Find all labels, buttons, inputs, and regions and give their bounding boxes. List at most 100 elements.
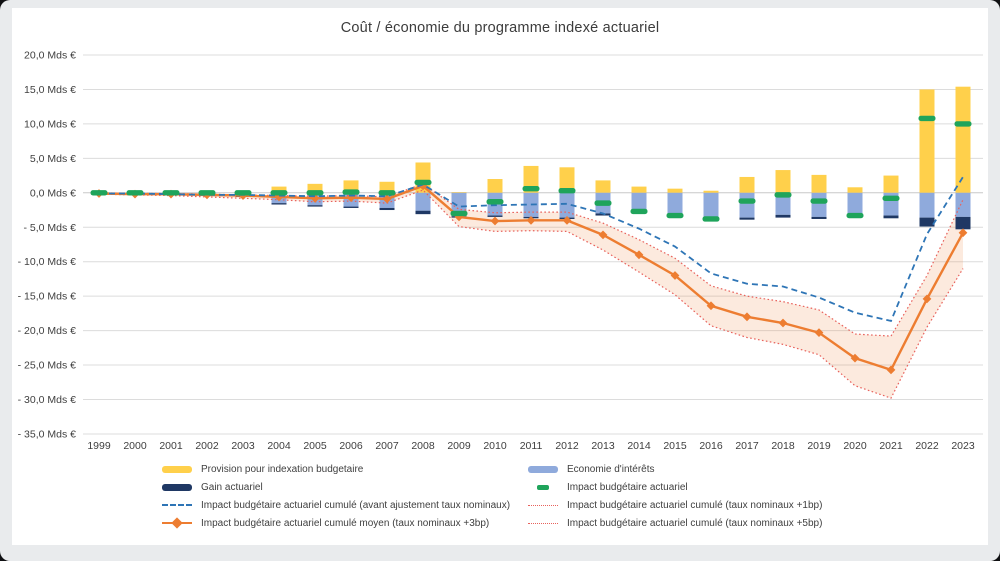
diamond-marker (598, 230, 608, 240)
legend-label: Gain actuariel (201, 481, 263, 493)
legend-swatch-bar-icon (162, 465, 192, 473)
bar-gain (595, 213, 611, 216)
bar-economie (703, 192, 719, 217)
bar-gain (775, 214, 791, 218)
impact-dash (450, 210, 468, 217)
diamond-marker (742, 312, 752, 322)
diamond-marker (562, 215, 572, 225)
bar-economie (739, 192, 755, 218)
impact-dash (234, 190, 252, 196)
x-tick-label: 2003 (231, 440, 255, 452)
bar-gain (739, 217, 755, 220)
impact-dash (378, 190, 396, 196)
impact-dash (90, 190, 108, 196)
legend-item: Impact budgétaire actuariel cumulé (taux… (528, 496, 948, 514)
diamond-marker (778, 318, 788, 328)
impact-dash (630, 208, 648, 215)
legend-item: Impact budgétaire actuariel cumulé moyen… (162, 514, 522, 532)
legend-label: Impact budgétaire actuariel (567, 481, 688, 493)
legend-label: Provision pour indexation budgetaire (201, 463, 364, 475)
x-tick-label: 2017 (735, 440, 759, 452)
impact-dash (954, 121, 972, 127)
bar-gain (883, 215, 899, 219)
x-tick-label: 2012 (555, 440, 579, 452)
impact-dash (198, 190, 216, 196)
x-tick-label: 2011 (520, 440, 543, 452)
impact-dash (666, 212, 684, 219)
diamond-marker (490, 216, 500, 226)
bar-provision (919, 89, 935, 193)
y-tick-label: - 25,0 Mds € (18, 360, 77, 372)
y-tick-label: 0,0 Mds € (30, 187, 76, 199)
confidence-band (99, 183, 963, 399)
legend-item: Impact budgétaire actuariel cumulé (taux… (528, 514, 948, 532)
legend-label: Impact budgétaire actuariel cumulé (taux… (567, 517, 823, 529)
x-tick-label: 2004 (267, 440, 291, 452)
impact-dash (522, 185, 540, 192)
impact-dash (810, 198, 828, 204)
legend-label: Economie d'intérêts (567, 463, 655, 475)
legend-swatch-dotted-line-icon (528, 504, 558, 506)
x-tick-label: 2008 (411, 440, 435, 452)
x-tick-label: 2019 (807, 440, 831, 452)
bar-gain (307, 205, 323, 207)
y-tick-label: - 10,0 Mds € (18, 256, 77, 268)
legend-item: Impact budgétaire actuariel cumulé (avan… (162, 496, 522, 514)
bar-provision (595, 180, 611, 193)
x-tick-label: 2021 (879, 440, 903, 452)
impact-dash (414, 179, 432, 186)
x-tick-label: 1999 (87, 440, 111, 452)
y-tick-label: 5,0 Mds € (30, 153, 76, 165)
bar-economie (451, 192, 467, 217)
y-tick-label: - 30,0 Mds € (18, 394, 77, 406)
impact-dash (342, 189, 360, 195)
diamond-marker (670, 271, 680, 280)
bar-provision (847, 187, 863, 193)
y-tick-label: - 5,0 Mds € (23, 222, 76, 234)
bar-gain (379, 207, 395, 211)
bar-gain (487, 215, 503, 217)
legend-item: Economie d'intérêts (528, 460, 948, 478)
x-tick-label: 2015 (663, 440, 687, 452)
legend-swatch-dash-icon (537, 484, 549, 490)
x-tick-label: 2010 (483, 440, 507, 452)
bar-provision (487, 179, 503, 193)
y-tick-label: 20,0 Mds € (24, 50, 76, 62)
bar-provision (307, 183, 323, 193)
impact-dash (918, 115, 936, 122)
chart-card: Coût / économie du programme indexé actu… (12, 8, 988, 545)
y-tick-label: 15,0 Mds € (24, 84, 76, 96)
y-axis-tick-labels: 20,0 Mds € 15,0 Mds € 10,0 Mds € 5,0 Mds € 0… (18, 50, 77, 441)
bar-gain (811, 216, 827, 219)
bar-provision (883, 175, 899, 193)
x-tick-label: 2006 (339, 440, 363, 452)
impact-dash (774, 192, 792, 198)
bar-provision (451, 192, 467, 193)
bar-provision (811, 174, 827, 193)
bar-gain (415, 210, 431, 215)
bar-economie (559, 192, 575, 218)
x-tick-label: 2005 (303, 440, 327, 452)
legend-column-right: Economie d'intérêts Impact budgétaire act… (528, 460, 948, 532)
impact-dash (702, 216, 720, 222)
bar-economie (811, 192, 827, 217)
impact-dash (846, 212, 864, 219)
legend-swatch-line-diamond-icon (162, 521, 192, 525)
bar-provision (955, 86, 971, 193)
bar-provision (703, 190, 719, 193)
impact-dash-markers (90, 115, 972, 222)
diamond-marker (922, 294, 932, 304)
bar-gain (343, 206, 359, 208)
y-tick-label: - 20,0 Mds € (18, 325, 77, 337)
x-tick-label: 2016 (699, 440, 723, 452)
legend-swatch-bar-icon (528, 465, 558, 473)
legend-swatch-dotted-line-icon (528, 522, 558, 524)
y-tick-label: - 35,0 Mds € (18, 428, 77, 440)
bar-provision (559, 167, 575, 193)
legend-item: Impact budgétaire actuariel (528, 478, 948, 496)
x-tick-label: 2022 (915, 440, 939, 452)
bar-provision (739, 176, 755, 193)
x-tick-label: 2013 (591, 440, 615, 452)
